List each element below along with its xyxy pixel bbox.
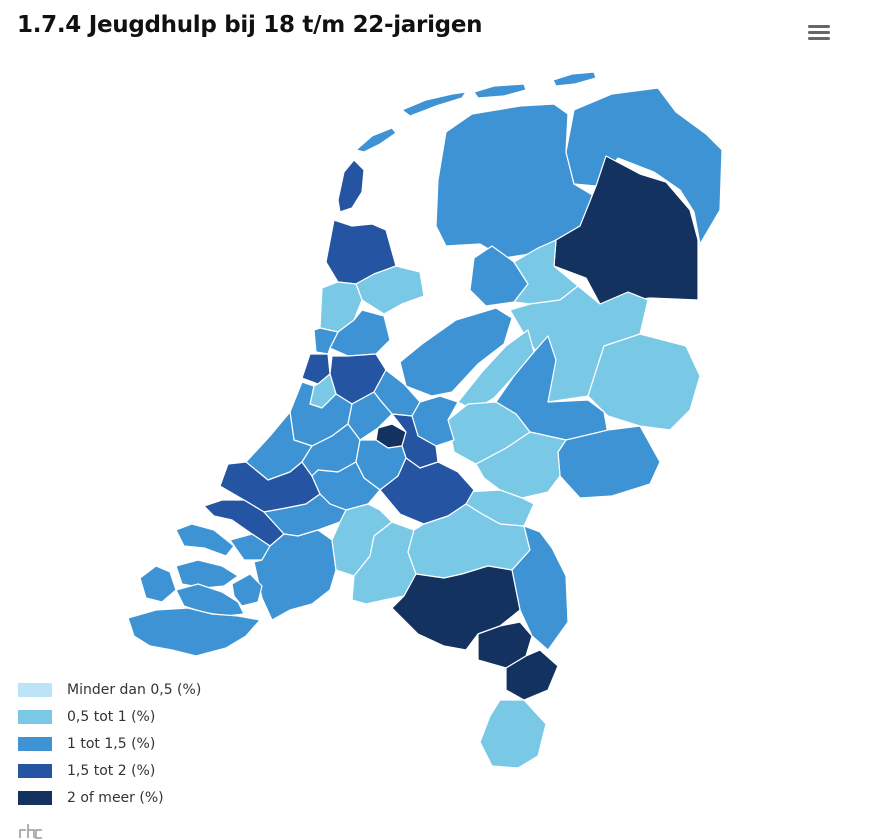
legend-swatch: [18, 736, 52, 751]
legend-label: 0,5 tot 1 (%): [67, 708, 156, 725]
region-schiermonnikoog[interactable]: [552, 71, 597, 87]
legend-label: 1,5 tot 2 (%): [67, 762, 156, 779]
region-schouwen[interactable]: [175, 559, 239, 589]
cbs-logo-icon: [19, 824, 42, 839]
legend-swatch: [18, 682, 52, 697]
region-rivierenland[interactable]: [379, 457, 475, 525]
legend-swatch: [18, 763, 52, 778]
region-goeree[interactable]: [175, 523, 235, 557]
legend-label: 1 tot 1,5 (%): [67, 735, 156, 752]
region-utrecht-west[interactable]: [347, 391, 393, 441]
region-groningen[interactable]: [565, 87, 723, 245]
legend-label: 2 of meer (%): [67, 789, 164, 806]
legend-label: Minder dan 0,5 (%): [67, 681, 202, 698]
legend-swatch: [18, 709, 52, 724]
region-helmond[interactable]: [477, 621, 533, 669]
region-haarlem[interactable]: [301, 353, 331, 385]
region-vlieland[interactable]: [355, 127, 397, 153]
chart-title: 1.7.4 Jeugdhulp bij 18 t/m 22-jarigen: [17, 12, 483, 38]
region-eindhoven[interactable]: [391, 565, 521, 651]
region-tholen[interactable]: [231, 573, 263, 607]
hamburger-menu-icon: [808, 24, 830, 28]
region-walcheren[interactable]: [139, 565, 177, 603]
region-west-friesland[interactable]: [355, 265, 425, 315]
legend-item[interactable]: 1 tot 1,5 (%): [18, 730, 201, 757]
region-terschelling[interactable]: [401, 91, 467, 117]
region-zaanstreek[interactable]: [329, 309, 391, 357]
legend-item[interactable]: 1,5 tot 2 (%): [18, 757, 201, 784]
region-zeeuws-vlaanderen[interactable]: [127, 607, 261, 657]
region-zuid-limburg[interactable]: [479, 699, 547, 769]
region-ameland[interactable]: [473, 83, 527, 99]
legend-item[interactable]: 2 of meer (%): [18, 784, 201, 811]
map-legend: Minder dan 0,5 (%) 0,5 tot 1 (%) 1 tot 1…: [18, 676, 201, 811]
region-noordoost-brabant[interactable]: [511, 525, 569, 651]
legend-item[interactable]: Minder dan 0,5 (%): [18, 676, 201, 703]
region-flevoland[interactable]: [399, 307, 513, 397]
legend-item[interactable]: 0,5 tot 1 (%): [18, 703, 201, 730]
region-ede[interactable]: [447, 401, 531, 465]
region-kennemerland[interactable]: [313, 327, 339, 355]
region-twente[interactable]: [587, 333, 701, 431]
region-midden-limburg[interactable]: [505, 649, 559, 701]
region-texel[interactable]: [337, 159, 365, 213]
legend-swatch: [18, 790, 52, 805]
chart-menu-button[interactable]: [800, 18, 838, 46]
